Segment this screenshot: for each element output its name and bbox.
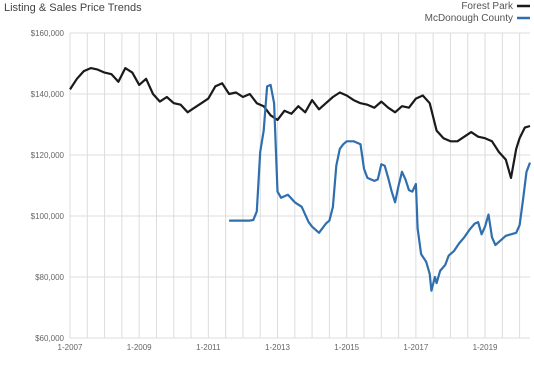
chart-title: Listing & Sales Price Trends (4, 2, 142, 14)
x-tick-label: 1-2019 (473, 343, 498, 352)
x-tick-label: 1-2013 (265, 343, 290, 352)
x-axis-ticks: 1-2007 1-2009 1-2011 1-2013 1-2015 1-2017 1-20… (58, 343, 498, 352)
y-tick-label: $80,000 (35, 273, 64, 282)
y-tick-label: $100,000 (31, 212, 65, 221)
y-tick-label: $160,000 (31, 29, 65, 38)
grid (69, 32, 530, 339)
series-line-forest-park (69, 67, 531, 179)
x-tick-label: 1-2009 (127, 343, 152, 352)
x-tick-label: 1-2007 (58, 343, 83, 352)
y-tick-label: $60,000 (35, 334, 64, 343)
series-lines (69, 67, 532, 292)
x-tick-label: 1-2011 (196, 343, 221, 352)
x-tick-label: 1-2017 (403, 343, 428, 352)
y-tick-label: $120,000 (31, 151, 65, 160)
legend-label: McDonough County (425, 13, 513, 24)
y-axis-ticks: $160,000 $140,000 $120,000 $100,000 $80,000 $… (31, 29, 65, 343)
y-tick-label: $140,000 (31, 90, 65, 99)
x-tick-label: 1-2015 (334, 343, 359, 352)
legend-label: Forest Park (461, 1, 514, 12)
series-line-mcdonough-county (229, 83, 532, 292)
